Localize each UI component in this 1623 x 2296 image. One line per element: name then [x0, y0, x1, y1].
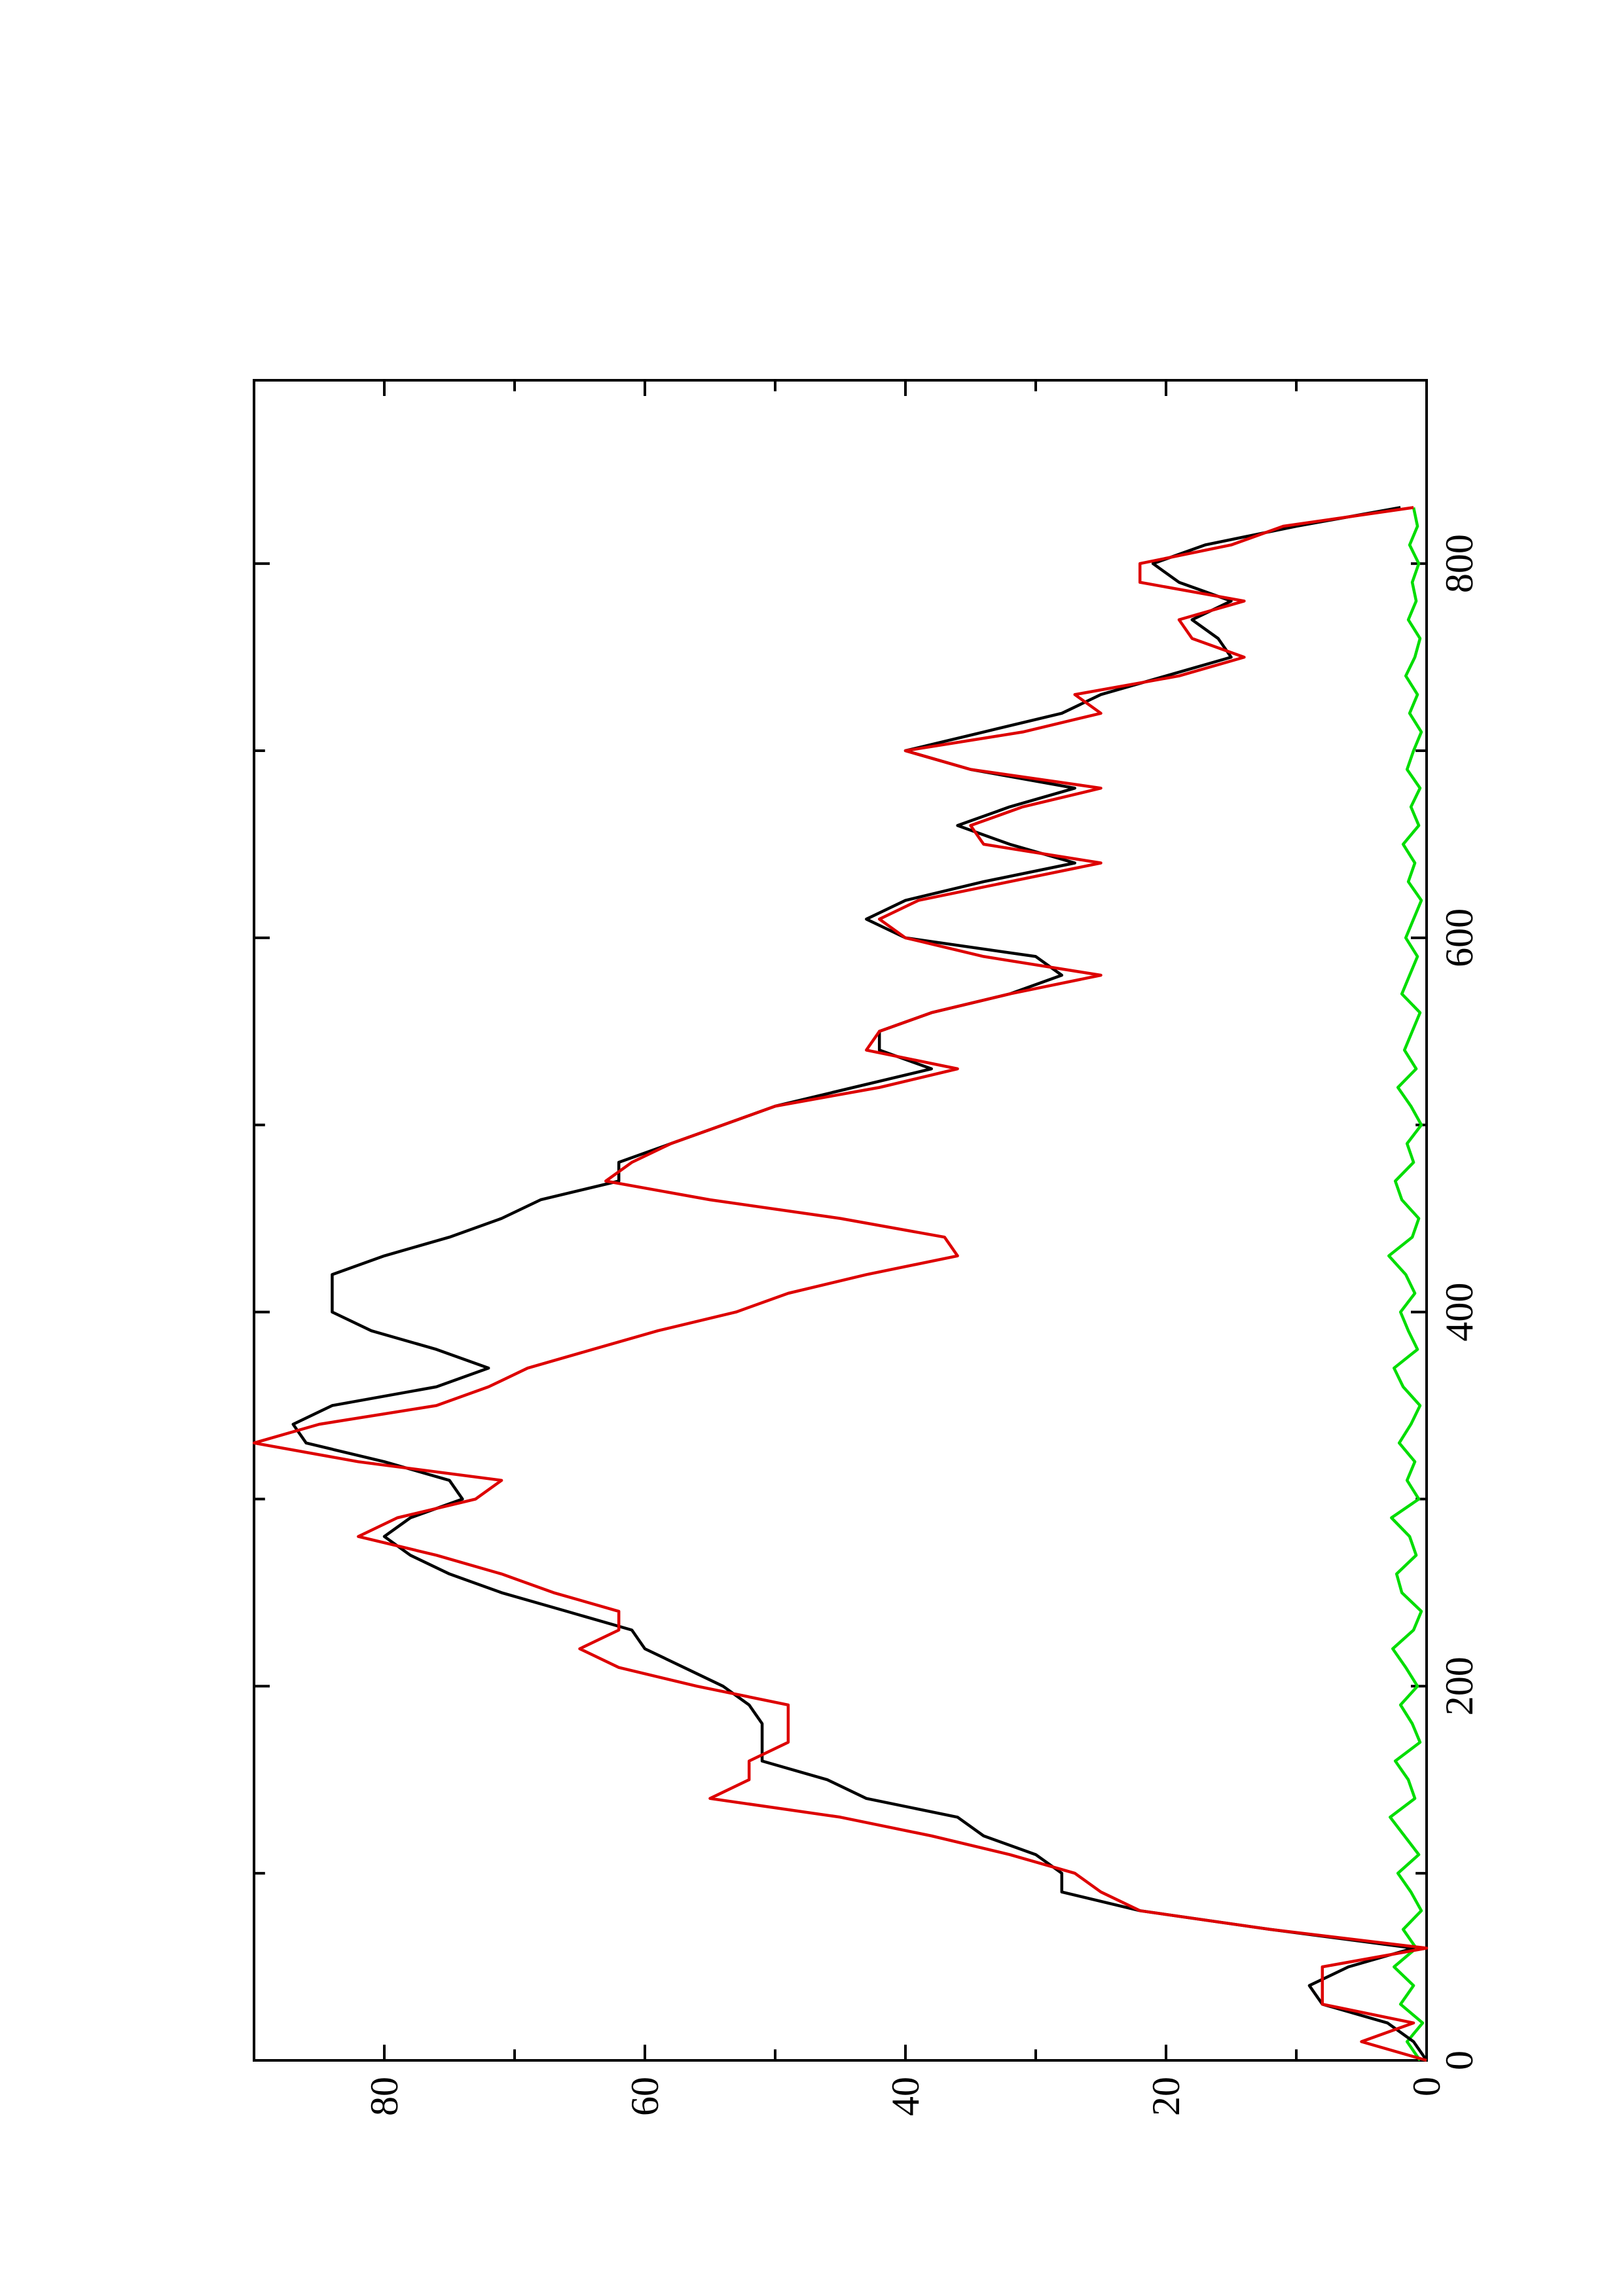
series-line	[291, 506, 1428, 2062]
x-tick-label: 400	[1438, 1283, 1481, 1342]
x-tick-label: 600	[1438, 908, 1481, 967]
y-tick-label: 40	[884, 2077, 927, 2116]
y-tick-label: 60	[623, 2077, 666, 2116]
plot-area: 0 200 400 600 800 0 20 40 60 80	[252, 379, 1481, 2116]
y-tick-label: 0	[1405, 2077, 1448, 2096]
x-tick-label: 0	[1438, 2051, 1481, 2070]
plot-frame	[253, 379, 1428, 2062]
series-line	[1387, 507, 1425, 2062]
series-line	[252, 506, 1429, 2062]
y-tick-label: 80	[363, 2077, 406, 2116]
y-tick-label: 20	[1144, 2077, 1188, 2116]
x-tick-label: 200	[1438, 1657, 1481, 1715]
x-tick-label: 800	[1438, 534, 1481, 593]
